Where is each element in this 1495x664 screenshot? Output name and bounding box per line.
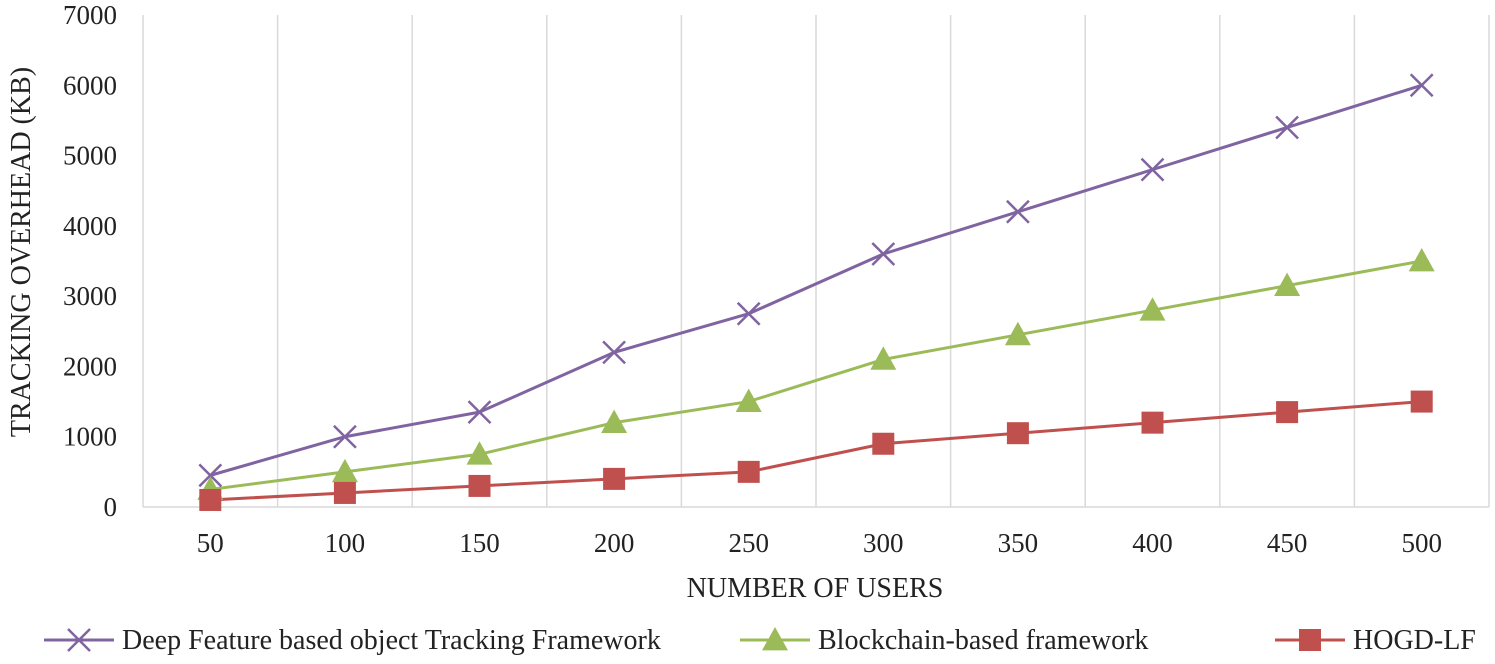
grid-lines <box>142 15 1490 507</box>
x-tick-label: 50 <box>197 528 224 558</box>
y-tick-label: 6000 <box>63 70 117 100</box>
data-point-marker <box>467 400 492 424</box>
data-point-marker <box>871 242 896 266</box>
data-point-marker <box>601 409 628 434</box>
y-tick-labels: 0 1000 2000 3000 4000 5000 6000 7000 <box>63 0 117 522</box>
data-point-marker <box>466 441 493 465</box>
data-point-marker <box>1141 411 1164 434</box>
legend-marker <box>67 628 91 652</box>
legend-label: Deep Feature based object Tracking Frame… <box>122 625 661 656</box>
x-tick-label: 250 <box>728 528 769 558</box>
y-tick-label: 5000 <box>63 141 117 171</box>
y-tick-label: 4000 <box>63 211 117 241</box>
legend: Deep Feature based object Tracking Frame… <box>44 625 1476 656</box>
data-point-marker <box>737 460 760 483</box>
legend-marker <box>762 627 788 651</box>
data-point-marker <box>1140 157 1165 182</box>
y-tick-label: 1000 <box>63 422 117 452</box>
data-point-marker <box>333 424 357 449</box>
x-tick-labels: 50 100 150 200 250 300 350 400 450 500 <box>197 528 1442 558</box>
data-point-marker <box>468 474 491 497</box>
y-tick-label: 0 <box>104 492 118 522</box>
legend-marker <box>1299 629 1321 651</box>
data-point-marker <box>1275 115 1299 140</box>
data-point-marker <box>1408 248 1435 272</box>
data-point-marker <box>872 432 895 455</box>
legend-item: HOGD-LF <box>1275 625 1476 656</box>
data-point-marker <box>1410 390 1433 413</box>
x-tick-label: 200 <box>594 528 635 558</box>
data-point-marker <box>1139 297 1166 321</box>
legend-item: Deep Feature based object Tracking Frame… <box>44 625 661 656</box>
data-point-marker <box>1276 401 1299 424</box>
legend-label: HOGD-LF <box>1353 625 1476 656</box>
data-point-marker <box>1006 199 1030 224</box>
series-line-1 <box>209 83 1423 477</box>
data-point-marker <box>1006 422 1029 445</box>
data-point-marker <box>1004 321 1031 346</box>
data-point-marker <box>602 340 626 365</box>
y-tick-label: 7000 <box>63 0 117 30</box>
y-tick-label: 2000 <box>63 351 117 381</box>
data-point-marker <box>198 463 223 488</box>
legend-label: Blockchain-based framework <box>818 625 1148 656</box>
x-tick-label: 100 <box>325 528 366 558</box>
data-point-marker <box>1409 73 1434 98</box>
data-point-marker <box>1274 272 1301 296</box>
series-markers <box>197 73 1435 511</box>
x-tick-label: 300 <box>863 528 904 558</box>
x-tick-label: 450 <box>1267 528 1308 558</box>
data-point-marker <box>603 467 626 490</box>
y-tick-label: 3000 <box>63 281 117 311</box>
data-point-marker <box>333 481 356 504</box>
x-tick-label: 350 <box>998 528 1039 558</box>
data-point-marker <box>736 301 761 326</box>
data-point-marker <box>870 346 897 370</box>
x-tick-label: 150 <box>459 528 500 558</box>
data-point-marker <box>735 388 762 412</box>
data-point-marker <box>199 488 222 511</box>
data-point-marker <box>331 458 358 483</box>
series-line-3 <box>210 400 1422 502</box>
x-axis-title: NUMBER OF USERS <box>687 573 944 604</box>
series-lines <box>209 83 1423 502</box>
series-line-2 <box>210 259 1422 491</box>
x-tick-label: 500 <box>1401 528 1442 558</box>
legend-item: Blockchain-based framework <box>740 625 1148 656</box>
x-tick-label: 400 <box>1132 528 1173 558</box>
y-axis-title: TRACKING OVERHEAD (KB) <box>6 67 37 437</box>
